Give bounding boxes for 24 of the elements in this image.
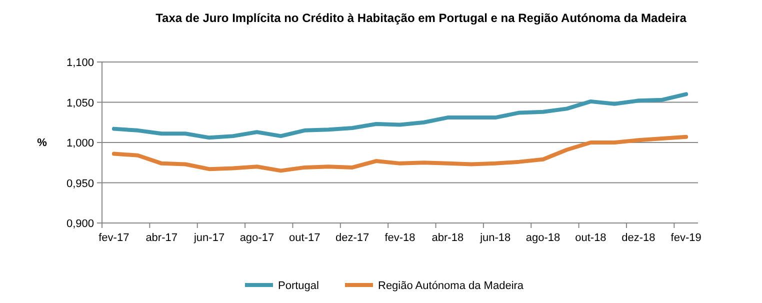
- x-tick-label: out-18: [575, 232, 606, 244]
- chart-title: Taxa de Juro Implícita no Crédito à Habitação em Portugal e na Região Autónoma da Madeira: [156, 11, 687, 25]
- line-series: [112, 92, 688, 140]
- x-tick-label: fev-19: [670, 232, 702, 244]
- x-tick-label: fev-17: [98, 232, 130, 244]
- x-tick-label: dez-18: [622, 232, 656, 244]
- y-tick-label: 0,900: [66, 218, 94, 230]
- y-tick-label: 0,950: [66, 178, 94, 190]
- legend-label: Portugal: [278, 280, 319, 292]
- x-tick-label: abr-17: [146, 232, 178, 244]
- x-tick-label: fev-18: [384, 232, 416, 244]
- x-tick-label: dez-17: [336, 232, 370, 244]
- x-tick-label: ago-17: [240, 232, 274, 244]
- y-tick-label: 1,000: [66, 138, 94, 150]
- legend-label: Região Autónoma da Madeira: [378, 280, 524, 292]
- x-tick-label: abr-18: [432, 232, 464, 244]
- x-tick-label: ago-18: [526, 232, 560, 244]
- y-tick-label: 1,050: [66, 97, 94, 110]
- x-tick-label: jun-17: [192, 232, 225, 244]
- x-tick-label: jun-18: [479, 232, 511, 244]
- x-tick-label: out-17: [289, 232, 320, 244]
- line-series: [112, 134, 688, 173]
- y-tick-label: 1,100: [66, 57, 94, 69]
- y-axis-title: %: [37, 137, 48, 149]
